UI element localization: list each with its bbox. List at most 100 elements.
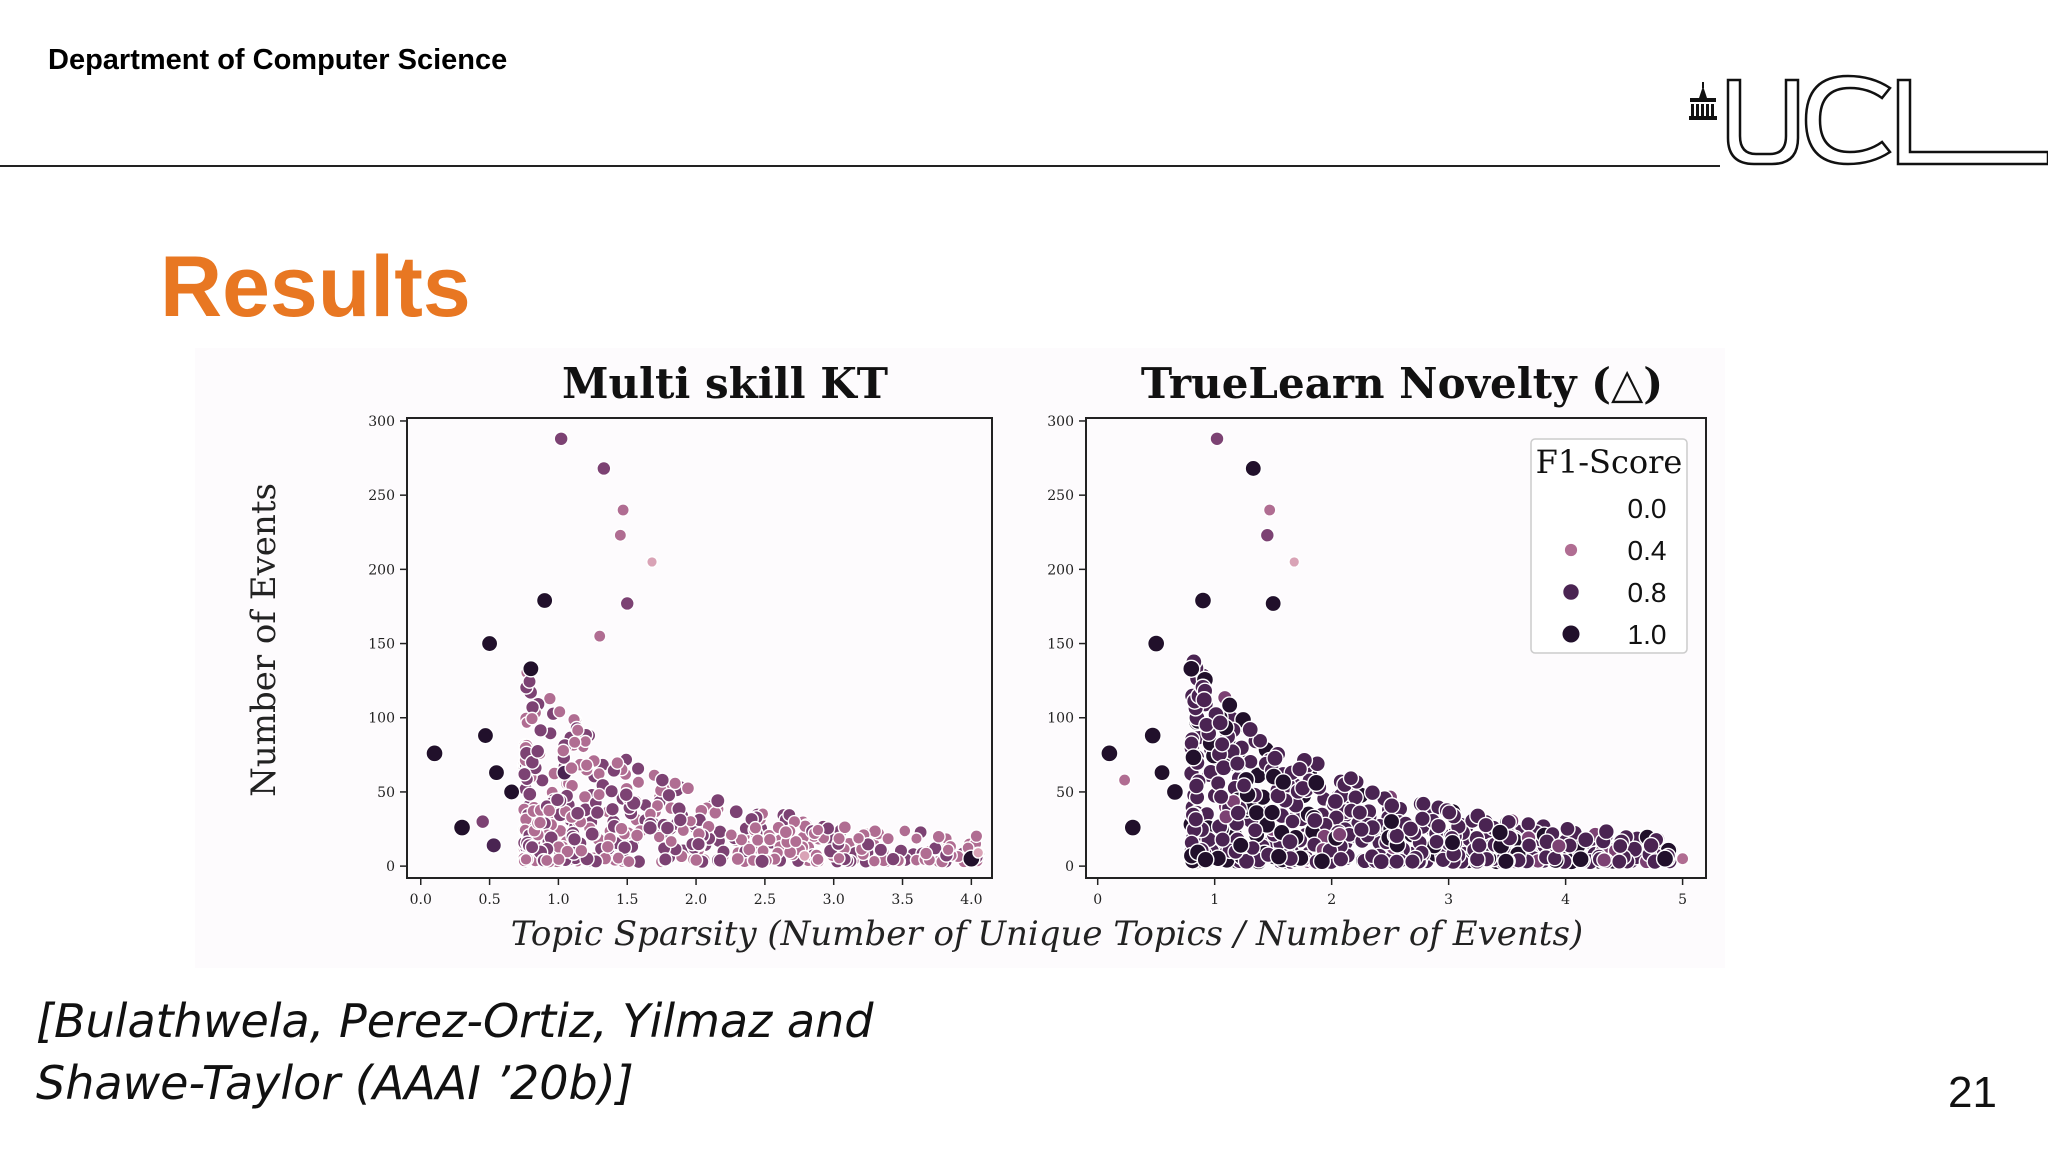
scatter-point — [524, 839, 540, 855]
y-tick-label: 0 — [386, 859, 395, 875]
scatter-point — [730, 851, 745, 867]
scatter-point — [969, 829, 984, 844]
scatter-point — [1288, 555, 1301, 568]
scatter-point — [1443, 833, 1462, 852]
scatter-point — [1237, 852, 1256, 870]
scatter-point — [552, 704, 567, 719]
scatter-point — [610, 756, 625, 770]
scatter-point — [658, 852, 673, 867]
scatter-point — [1259, 527, 1275, 543]
scatter-point — [832, 831, 846, 846]
scatter-point — [668, 776, 683, 791]
scatter-point — [1413, 810, 1431, 828]
axis-ticks: 0.0 0.5 1.0 1.5 2.0 2.5 3.0 3.5 4.0 0 50 100 150 200 2… — [368, 414, 982, 908]
scatter-point — [832, 851, 846, 865]
scatter-point — [1550, 838, 1567, 854]
scatter-point — [724, 828, 739, 842]
scatter-point — [881, 831, 895, 846]
scatter-point — [811, 823, 825, 837]
scatter-point — [592, 629, 607, 643]
scatter-point — [487, 763, 506, 782]
scatter-point — [1353, 821, 1370, 839]
scatter-point — [1520, 815, 1537, 833]
scatter-points — [1100, 431, 1690, 871]
scatter-point — [1146, 634, 1166, 653]
scatter-point — [605, 801, 620, 817]
scatter-point — [1165, 782, 1185, 802]
scatter-point — [604, 783, 620, 799]
y-tick-label: 150 — [1047, 637, 1074, 653]
scatter-point — [1187, 777, 1205, 795]
ucl-logo — [1689, 74, 2048, 166]
scatter-point — [1611, 853, 1628, 870]
scatter-point — [485, 836, 503, 854]
scatter-point — [867, 854, 881, 868]
scatter-point — [1520, 837, 1538, 854]
scatter-point — [1491, 823, 1509, 842]
y-tick-label: 50 — [377, 785, 395, 801]
scatter-points — [425, 431, 986, 870]
scatter-point — [522, 659, 540, 678]
x-tick-label: 3 — [1444, 892, 1453, 908]
scatter-point — [1229, 804, 1247, 822]
x-tick-label: 1.0 — [547, 892, 569, 908]
scatter-point — [567, 735, 582, 750]
scatter-point — [1332, 850, 1350, 868]
scatter-point — [533, 722, 549, 738]
scatter-point — [1470, 836, 1488, 854]
scatter-point — [1415, 795, 1432, 813]
legend-items: 0.0 0.4 0.8 1.0 — [1562, 493, 1667, 650]
scatter-point — [1477, 816, 1495, 834]
y-axis-label: Number of Events — [244, 483, 284, 797]
scatter-point — [618, 787, 634, 803]
y-tick-label: 200 — [368, 562, 395, 578]
scatter-point — [631, 775, 646, 790]
scatter-point — [1440, 804, 1458, 821]
scatter-point — [1428, 833, 1445, 850]
x-tick-label: 1 — [1210, 892, 1219, 908]
scatter-point — [1187, 810, 1205, 828]
scatter-point — [712, 852, 728, 868]
scatter-point — [613, 528, 628, 543]
scatter-point — [522, 786, 538, 802]
scatter-point — [1143, 726, 1162, 745]
scatter-point — [574, 843, 589, 858]
scatter-point — [680, 781, 696, 796]
x-tick-label: 3.5 — [891, 892, 913, 908]
legend-label: 0.8 — [1628, 577, 1667, 608]
scatter-point — [709, 792, 726, 809]
scatter-point — [1404, 853, 1421, 870]
y-tick-label: 200 — [1047, 562, 1074, 578]
x-tick-label: 0.0 — [410, 892, 432, 908]
scatter-point — [1571, 850, 1590, 869]
scatter-point — [560, 844, 575, 859]
ucl-letters — [1726, 74, 2048, 166]
y-tick-label: 150 — [368, 637, 395, 653]
scatter-point — [1642, 836, 1660, 855]
scatter-point — [728, 804, 744, 820]
scatter-point — [748, 820, 763, 835]
scatter-point — [519, 852, 533, 866]
scatter-point — [1241, 720, 1259, 739]
scatter-point — [778, 824, 794, 840]
scatter-point — [659, 820, 676, 836]
scatter-point — [851, 831, 866, 845]
scatter-point — [502, 783, 521, 801]
legend-marker — [1563, 584, 1579, 600]
scatter-point — [630, 761, 646, 777]
scatter-point — [1382, 812, 1401, 831]
scatter-point — [885, 851, 901, 867]
scatter-point — [1266, 749, 1284, 768]
chart-multi-skill-kt: Multi skill KT Number of Events 0.0 0.5 1.… — [244, 359, 993, 908]
scatter-point — [1430, 817, 1448, 835]
scatter-point — [754, 853, 770, 870]
scatter-point — [619, 595, 635, 612]
scatter-point — [600, 839, 615, 854]
scatter-point — [589, 805, 605, 821]
scatter-point — [788, 834, 803, 849]
scatter-point — [567, 831, 582, 847]
scatter-point — [762, 832, 777, 847]
y-tick-label: 250 — [368, 488, 395, 504]
scatter-point — [1264, 594, 1282, 613]
scatter-point — [1612, 837, 1629, 855]
